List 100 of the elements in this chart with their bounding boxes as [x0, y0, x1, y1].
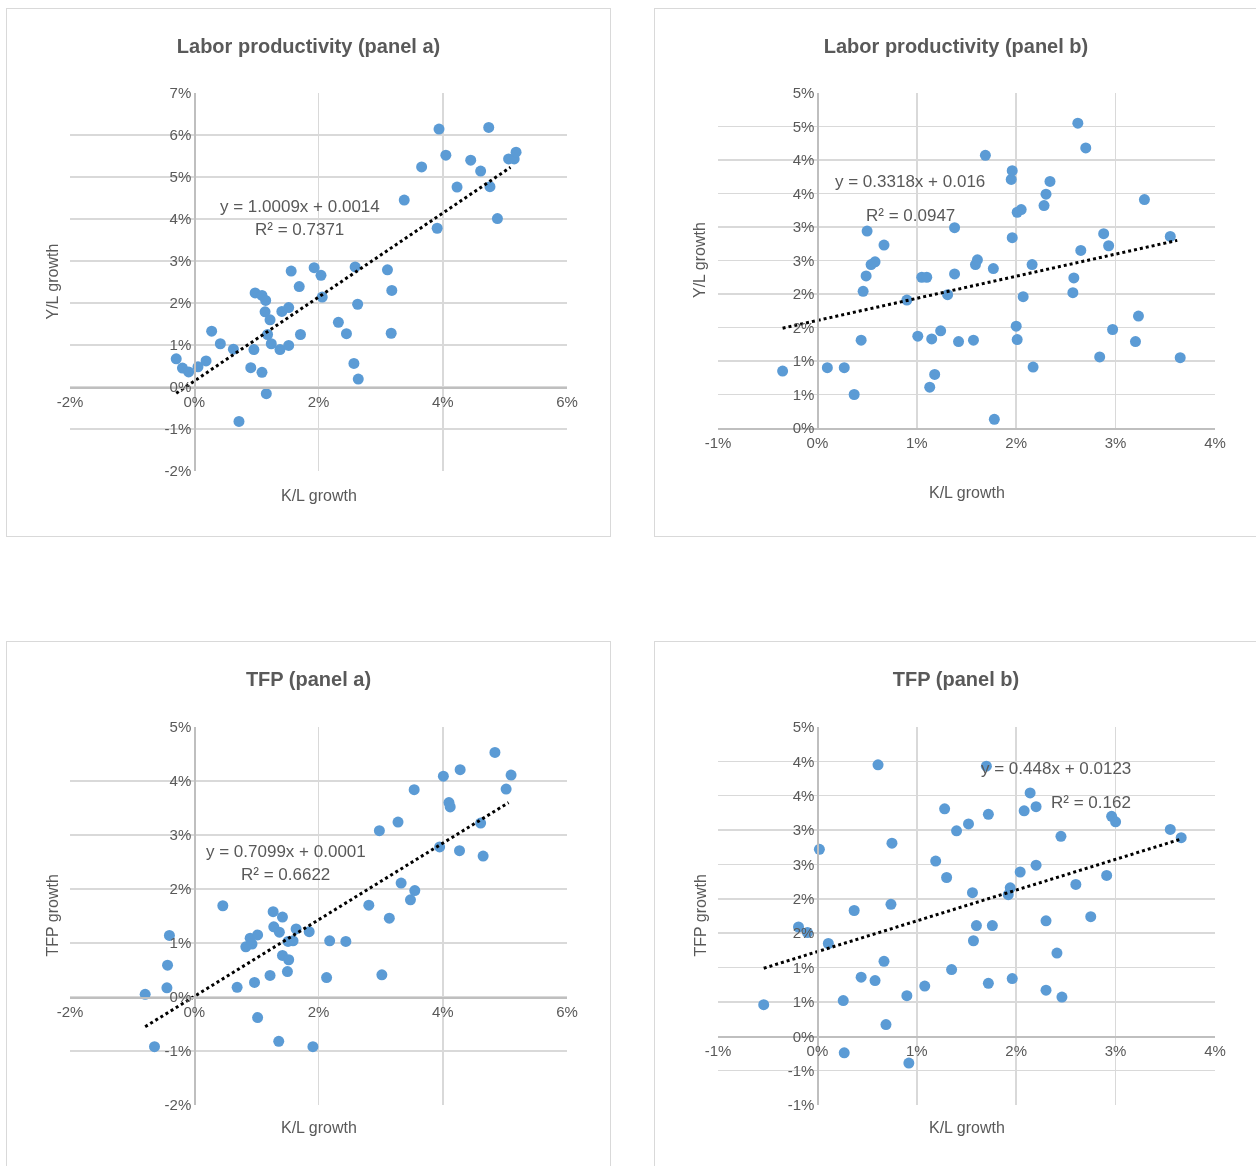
point — [777, 365, 789, 377]
point — [1014, 866, 1026, 878]
point — [857, 285, 869, 297]
y-tick-label: 2% — [792, 890, 815, 908]
point — [855, 971, 867, 983]
point — [170, 353, 182, 365]
point — [1026, 259, 1038, 271]
point — [1011, 334, 1023, 346]
point — [1056, 991, 1068, 1003]
point — [233, 415, 245, 427]
y-tick-label: 1% — [792, 958, 815, 976]
y-tick-label: -1% — [787, 1096, 815, 1114]
y-axis-title: TFP growth — [691, 874, 709, 957]
point — [256, 366, 268, 378]
point — [231, 981, 243, 993]
x-tick-label: 4% — [431, 392, 454, 410]
point — [332, 316, 344, 328]
point — [951, 825, 963, 837]
y-tick-label: 2% — [169, 880, 192, 898]
point — [967, 935, 979, 947]
point — [848, 905, 860, 916]
point — [363, 899, 375, 911]
point — [848, 389, 860, 400]
point — [252, 1012, 264, 1024]
y-tick-label: 1% — [169, 934, 192, 952]
x-tick-label: 6% — [556, 392, 578, 410]
y-tick-label: 5% — [792, 84, 815, 102]
point — [206, 325, 218, 337]
point — [376, 969, 388, 981]
point — [440, 149, 452, 161]
x-axis-title: K/L growth — [929, 484, 1005, 501]
point — [373, 825, 385, 837]
point — [381, 264, 393, 276]
point — [970, 920, 982, 932]
point — [340, 328, 352, 340]
point — [148, 1041, 160, 1053]
point — [200, 355, 212, 367]
x-tick-label: -1% — [704, 433, 732, 451]
x-tick-label: 6% — [556, 1002, 578, 1020]
point — [1040, 984, 1052, 996]
point — [821, 362, 833, 374]
point — [217, 900, 229, 912]
point — [1098, 228, 1110, 240]
y-tick-label: 4% — [792, 752, 815, 770]
chart-title: Labor productivity (panel a) — [176, 35, 441, 57]
y-tick-label: 7% — [169, 84, 192, 102]
point — [395, 877, 407, 889]
y-tick-label: -1% — [164, 420, 192, 438]
annotation: y = 1.0009x + 0.0014 — [220, 197, 380, 216]
point — [880, 1019, 892, 1031]
annotation: R² = 0.7371 — [255, 220, 345, 239]
point — [1006, 232, 1018, 244]
point — [510, 146, 522, 158]
point — [1030, 859, 1042, 871]
point — [383, 912, 395, 924]
point — [214, 338, 226, 350]
point — [1070, 878, 1082, 890]
point — [465, 154, 477, 166]
point — [1006, 973, 1018, 985]
point — [1138, 194, 1150, 206]
point — [249, 976, 261, 988]
point — [267, 906, 279, 918]
point — [919, 980, 931, 992]
y-tick-label: 5% — [169, 168, 192, 186]
point — [946, 964, 958, 976]
point — [1030, 801, 1042, 813]
point — [283, 954, 295, 966]
point — [1024, 787, 1036, 799]
point — [926, 333, 938, 345]
point — [433, 123, 445, 135]
point — [1129, 336, 1141, 348]
point — [982, 808, 994, 820]
x-tick-label: 2% — [1005, 1041, 1028, 1059]
point — [1175, 832, 1187, 844]
chart-title: Labor productivity (panel b) — [823, 35, 1089, 57]
point — [431, 222, 443, 234]
point — [294, 329, 306, 340]
point — [861, 225, 873, 237]
point — [273, 1035, 285, 1047]
point — [483, 121, 495, 133]
y-tick-label: 1% — [792, 352, 815, 370]
point — [409, 885, 421, 897]
point — [491, 213, 503, 225]
point — [283, 339, 295, 351]
point — [274, 344, 286, 356]
point — [285, 265, 297, 277]
point — [264, 314, 276, 326]
point — [454, 764, 466, 776]
point — [987, 263, 999, 275]
point — [183, 366, 195, 378]
point — [477, 850, 489, 862]
point — [307, 1041, 319, 1053]
y-tick-label: 2% — [792, 318, 815, 336]
x-tick-label: 1% — [905, 1041, 928, 1059]
point — [1068, 272, 1080, 284]
chart-title: TFP (panel b) — [892, 668, 1020, 690]
point — [912, 330, 924, 342]
point — [860, 270, 872, 282]
point — [475, 165, 487, 177]
point — [939, 803, 951, 815]
